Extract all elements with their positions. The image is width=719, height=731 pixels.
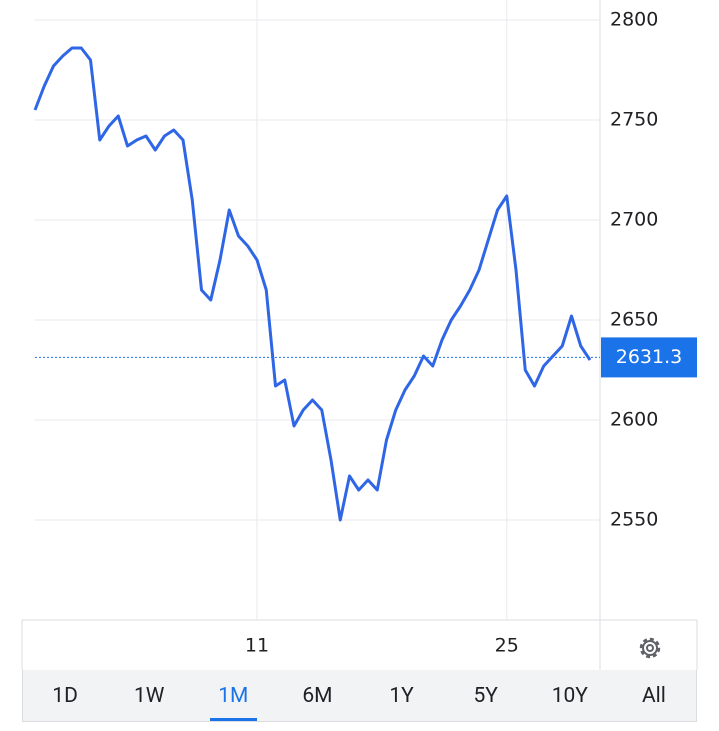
range-button[interactable]: 5Y	[473, 683, 498, 708]
y-tick-label: 2650	[610, 309, 658, 331]
y-tick-label: 2550	[610, 509, 658, 531]
range-button[interactable]: 1Y	[389, 683, 414, 708]
y-tick-label: 2750	[610, 109, 658, 131]
y-tick-label: 2700	[610, 209, 658, 231]
settings-icon[interactable]	[639, 637, 661, 659]
range-button[interactable]: 1W	[133, 683, 165, 708]
range-button[interactable]: 1M	[191, 670, 275, 721]
last-value-label: 2631.3	[616, 346, 682, 368]
y-tick-label: 2800	[610, 9, 658, 31]
range-button[interactable]: All	[641, 683, 666, 708]
y-tick-label: 2600	[610, 409, 658, 431]
x-tick-label: 11	[245, 635, 269, 657]
chart: 2550 2600 2650 2700 2750 2800 11 25 2631.3	[21, 0, 698, 670]
range-bar: 1D 1W 1M 6M 1Y 5Y 10Y All	[22, 670, 697, 722]
range-button[interactable]: 1D	[52, 683, 78, 708]
range-button[interactable]: 6M	[302, 683, 333, 708]
grid	[35, 0, 600, 620]
last-value-tag	[601, 337, 697, 378]
x-tick-label: 25	[495, 635, 519, 657]
price-line	[33, 46, 592, 522]
range-button[interactable]: 10Y	[551, 683, 588, 708]
